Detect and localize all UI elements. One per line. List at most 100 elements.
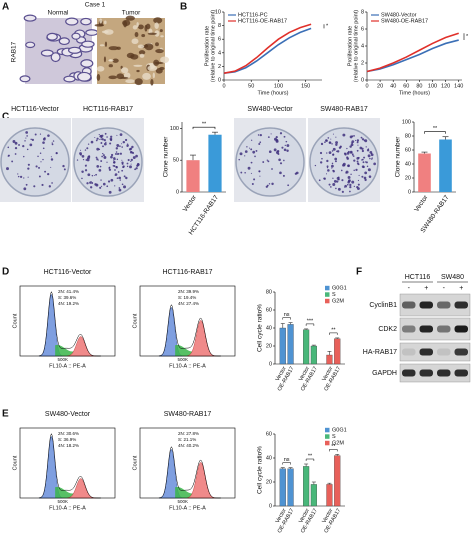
colony bbox=[43, 137, 46, 140]
colony bbox=[121, 183, 124, 186]
y-tick-label: 6 bbox=[361, 26, 364, 32]
colony bbox=[96, 137, 99, 140]
stain bbox=[108, 46, 119, 51]
colony bbox=[17, 175, 20, 178]
colony bbox=[96, 165, 100, 168]
sig-bracket bbox=[192, 126, 216, 130]
colony bbox=[50, 158, 54, 161]
stain bbox=[153, 59, 160, 66]
colony bbox=[105, 141, 107, 144]
colony bbox=[90, 140, 94, 144]
colony bbox=[332, 177, 334, 179]
legend-swatch bbox=[325, 440, 330, 446]
colony bbox=[341, 190, 344, 193]
colony bbox=[337, 187, 341, 191]
lane-label: + bbox=[459, 285, 463, 292]
colony bbox=[136, 163, 140, 167]
colony bbox=[262, 161, 265, 164]
panel-label: B bbox=[180, 2, 187, 13]
colony bbox=[335, 187, 337, 190]
column-label: Normal bbox=[48, 10, 70, 17]
colony bbox=[99, 165, 102, 168]
row-label: RAB17 bbox=[11, 41, 18, 62]
colony bbox=[250, 161, 253, 164]
legend-swatch bbox=[325, 298, 330, 304]
legend-label: S bbox=[332, 292, 336, 298]
band bbox=[419, 301, 433, 309]
crypt bbox=[77, 71, 92, 82]
colony bbox=[130, 160, 132, 163]
colony bbox=[81, 170, 84, 173]
band bbox=[402, 348, 416, 356]
legend-swatch bbox=[325, 427, 330, 433]
colony bbox=[268, 150, 272, 154]
colony bbox=[273, 148, 277, 152]
y-tick-label: 60 bbox=[266, 307, 272, 313]
colony bbox=[23, 177, 25, 179]
colony bbox=[250, 172, 252, 174]
flow-frame bbox=[19, 427, 116, 499]
colony bbox=[42, 147, 45, 150]
colony bbox=[121, 146, 124, 148]
stain bbox=[136, 22, 139, 28]
colony bbox=[123, 185, 127, 189]
colony bbox=[356, 139, 360, 142]
colony bbox=[279, 171, 282, 175]
colony bbox=[265, 185, 268, 188]
colony bbox=[320, 142, 324, 146]
colony bbox=[352, 155, 355, 157]
stain bbox=[159, 29, 163, 33]
stain bbox=[125, 15, 135, 21]
colony bbox=[356, 141, 359, 144]
stain bbox=[103, 20, 107, 25]
colony bbox=[126, 162, 129, 165]
flow-stat: 4N: 19.2% bbox=[58, 301, 79, 306]
colony bbox=[347, 150, 350, 153]
y-tick-label: 8 bbox=[361, 9, 364, 15]
colony bbox=[355, 168, 358, 171]
y-tick-label: 0 bbox=[269, 361, 272, 367]
bar bbox=[279, 327, 286, 365]
flow-stat: 2N: 30.6% bbox=[58, 431, 79, 436]
colony bbox=[39, 152, 42, 155]
colony bbox=[19, 175, 23, 179]
row-label: HA-RAB17 bbox=[363, 349, 397, 356]
colony bbox=[7, 155, 10, 157]
colony bbox=[103, 156, 107, 159]
y-tick-label: 0 bbox=[218, 77, 221, 83]
y-tick-label: 0 bbox=[269, 503, 272, 509]
colony bbox=[79, 152, 82, 155]
colony bbox=[371, 157, 373, 159]
colony bbox=[91, 182, 94, 185]
colony bbox=[351, 153, 354, 156]
colony bbox=[14, 153, 17, 155]
series-line bbox=[366, 32, 459, 73]
y-axis-label: Clone number bbox=[163, 136, 170, 178]
y-tick-label: 20 bbox=[405, 175, 411, 181]
colony bbox=[364, 171, 368, 175]
x-tick-label: 60 bbox=[403, 83, 409, 89]
sig-bracket bbox=[329, 449, 338, 452]
colony bbox=[239, 152, 243, 156]
bar bbox=[439, 139, 452, 192]
legend-swatch bbox=[325, 285, 330, 291]
colony bbox=[17, 173, 19, 175]
stain bbox=[152, 72, 156, 79]
plate-title: SW480-RAB17 bbox=[320, 106, 368, 113]
x-tick-label: 500K bbox=[177, 357, 188, 362]
colony bbox=[42, 158, 44, 161]
colony bbox=[346, 183, 349, 186]
x-tick-label: 80 bbox=[416, 83, 422, 89]
bar bbox=[310, 484, 317, 507]
histogram bbox=[158, 446, 221, 499]
colony bbox=[106, 185, 109, 188]
colony bbox=[259, 133, 262, 137]
colony bbox=[94, 174, 96, 177]
colony bbox=[50, 166, 52, 168]
y-tick-label: 80 bbox=[405, 133, 411, 139]
colony bbox=[355, 139, 357, 142]
flow-title: SW480-RAB17 bbox=[164, 411, 212, 418]
band bbox=[454, 301, 468, 309]
colony bbox=[342, 133, 346, 137]
band bbox=[402, 369, 416, 377]
